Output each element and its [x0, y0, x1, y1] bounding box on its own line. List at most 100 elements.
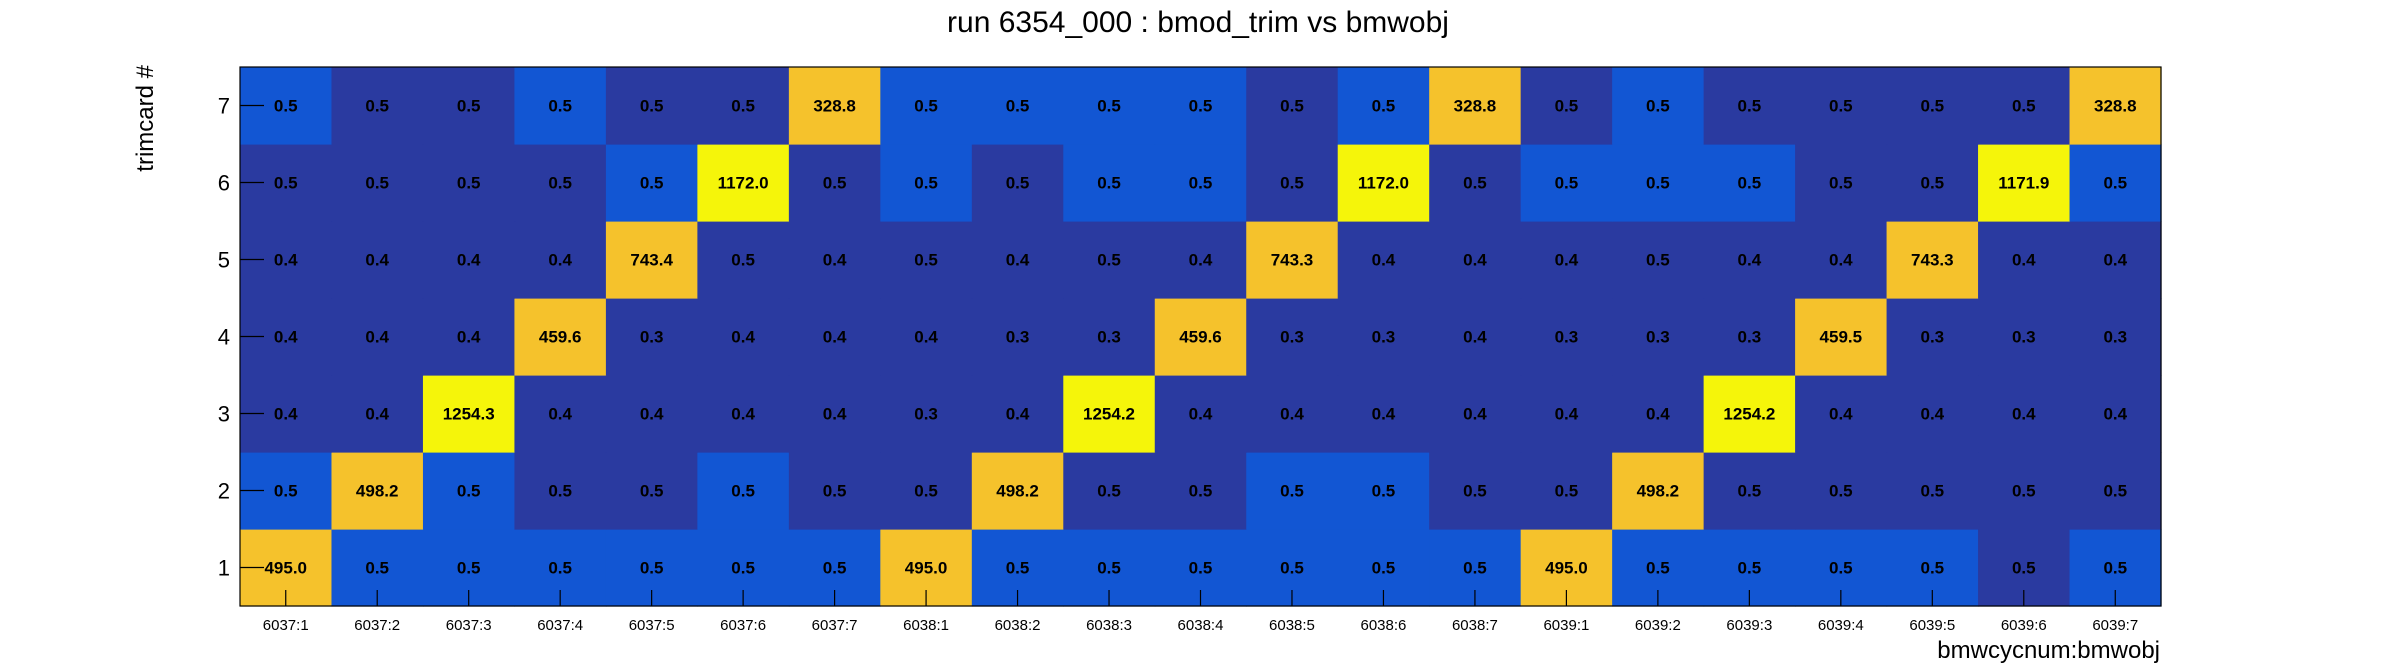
x-axis-title: bmwcycnum:bmwobj [1937, 637, 2160, 664]
heatmap-cell [1795, 144, 1888, 222]
heatmap-cell [1429, 375, 1522, 453]
x-tick-label: 6037:4 [537, 617, 583, 634]
cell-value-label: 0.5 [548, 559, 572, 578]
cell-value-label: 0.4 [548, 251, 572, 270]
heatmap-cell [1063, 67, 1156, 145]
heatmap-cell [331, 452, 424, 530]
x-tick-label: 6038:2 [995, 617, 1041, 634]
x-tick-label: 6038:5 [1269, 617, 1315, 634]
cell-value-label: 0.5 [274, 482, 298, 501]
heatmap-cell [1429, 67, 1522, 145]
cell-value-label: 0.4 [1006, 251, 1030, 270]
cell-value-label: 0.5 [1829, 482, 1853, 501]
cell-value-label: 0.3 [1646, 328, 1670, 347]
cell-value-label: 0.4 [1372, 405, 1396, 424]
x-tick-label: 6039:4 [1818, 617, 1864, 634]
cell-value-label: 0.5 [1189, 559, 1213, 578]
heatmap-cell [1246, 298, 1339, 376]
cell-value-label: 0.5 [1829, 174, 1853, 193]
heatmap-cell [1703, 452, 1796, 530]
cell-value-label: 0.5 [1920, 97, 1944, 116]
heatmap-cell [1703, 144, 1796, 222]
heatmap-cell [1337, 452, 1430, 530]
cell-value-label: 0.5 [1097, 97, 1121, 116]
cell-value-label: 0.5 [2103, 559, 2127, 578]
cell-value-label: 0.5 [1097, 559, 1121, 578]
heatmap-cell [422, 67, 516, 145]
cell-value-label: 0.5 [640, 97, 664, 116]
heatmap-cell [1154, 67, 1247, 145]
heatmap-cell [1246, 221, 1339, 299]
heatmap-cell [1063, 452, 1156, 530]
heatmap-cell [971, 67, 1064, 145]
heatmap-cell [1612, 144, 1705, 222]
cell-value-label: 0.5 [2012, 97, 2036, 116]
heatmap-cell [1703, 298, 1796, 376]
cell-value-label: 0.4 [823, 328, 847, 347]
cell-value-label: 0.5 [1920, 174, 1944, 193]
cell-value-label: 0.4 [914, 328, 938, 347]
cell-value-label: 0.4 [274, 251, 298, 270]
heatmap-cell [514, 221, 607, 299]
cell-value-label: 0.4 [1280, 405, 1304, 424]
cell-value-label: 0.4 [1463, 405, 1487, 424]
cell-value-label: 459.6 [539, 328, 582, 347]
heatmap-cell [331, 221, 424, 299]
cell-value-label: 0.5 [1189, 174, 1213, 193]
x-tick-label: 6039:6 [2001, 617, 2047, 634]
cell-value-label: 495.0 [264, 559, 307, 578]
cell-value-label: 0.4 [365, 328, 389, 347]
cell-value-label: 0.5 [1738, 97, 1762, 116]
heatmap-cell [1703, 67, 1796, 145]
cell-value-label: 0.5 [914, 251, 938, 270]
heatmap-cell [788, 144, 881, 222]
heatmap-cell [1978, 221, 2071, 299]
heatmap-cell [1063, 221, 1156, 299]
heatmap-cell [971, 375, 1064, 453]
cell-value-label: 0.5 [1646, 174, 1670, 193]
heatmap-cell [1886, 67, 1979, 145]
heatmap-cell [1429, 298, 1522, 376]
cell-value-label: 0.5 [1097, 251, 1121, 270]
x-tick-label: 6038:4 [1178, 617, 1224, 634]
heatmap-cell [788, 375, 881, 453]
cell-value-label: 498.2 [996, 482, 1039, 501]
heatmap-cell [788, 67, 881, 145]
cell-value-label: 0.5 [274, 97, 298, 116]
heatmap-cell [880, 144, 973, 222]
cell-value-label: 0.5 [914, 97, 938, 116]
cell-value-label: 0.5 [1463, 482, 1487, 501]
x-tick-label: 6039:1 [1543, 617, 1589, 634]
cell-value-label: 0.4 [823, 251, 847, 270]
cell-value-label: 0.3 [914, 405, 938, 424]
heatmap-cell [697, 221, 790, 299]
heatmap-cell [1520, 452, 1613, 530]
heatmap-cell [605, 221, 698, 299]
cell-value-label: 0.5 [548, 174, 572, 193]
cell-value-label: 0.5 [1738, 482, 1762, 501]
y-tick-label: 3 [218, 402, 230, 427]
cell-value-label: 459.6 [1179, 328, 1222, 347]
cell-value-label: 0.5 [548, 97, 572, 116]
cell-value-label: 1254.3 [443, 405, 495, 424]
cell-value-label: 0.4 [1829, 405, 1853, 424]
cell-value-label: 0.5 [1829, 559, 1853, 578]
heatmap-cell [1886, 298, 1979, 376]
cell-value-label: 0.3 [640, 328, 664, 347]
heatmap-cell [331, 144, 424, 222]
cell-value-label: 0.5 [1829, 97, 1853, 116]
x-tick-label: 6038:3 [1086, 617, 1132, 634]
heatmap-cell [514, 375, 607, 453]
cell-value-label: 0.4 [2103, 251, 2127, 270]
cell-value-label: 0.3 [1372, 328, 1396, 347]
heatmap-cell [2069, 375, 2162, 453]
heatmap-cell [1520, 375, 1613, 453]
cell-value-label: 0.4 [1555, 405, 1579, 424]
heatmap-cell [971, 144, 1064, 222]
x-tick-label: 6037:3 [446, 617, 492, 634]
cell-value-label: 743.3 [1271, 251, 1314, 270]
cell-value-label: 0.3 [1280, 328, 1304, 347]
heatmap-cell [1520, 298, 1613, 376]
cell-value-label: 0.4 [1829, 251, 1853, 270]
heatmap-cell [1795, 67, 1888, 145]
